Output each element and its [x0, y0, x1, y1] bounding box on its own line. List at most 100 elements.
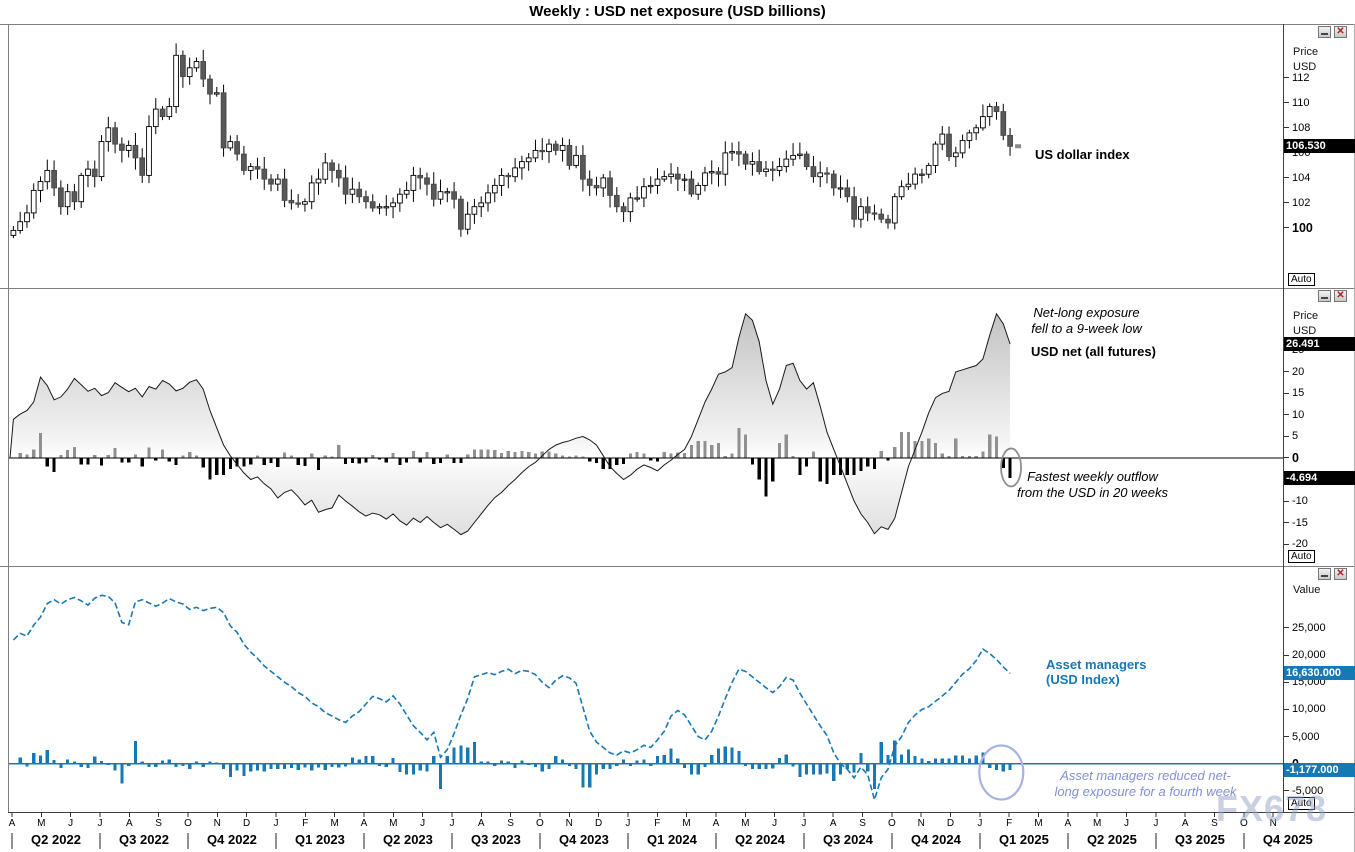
axis-tick: 112 — [1284, 72, 1310, 84]
last-price-label: 106.530 — [1284, 139, 1355, 153]
month-label: J — [273, 818, 279, 829]
usd-net-series-label: USD net (all futures) — [1031, 344, 1156, 359]
month-label: F — [654, 818, 661, 829]
quarter-label: Q2 2022 — [31, 832, 81, 847]
tick-mark — [1284, 435, 1289, 437]
month-label: A — [8, 818, 16, 829]
month-label: M — [37, 818, 46, 829]
tick-mark — [1284, 500, 1289, 502]
axis-tick: 102 — [1284, 197, 1310, 209]
auto-scale-button[interactable]: Auto — [1288, 273, 1315, 286]
axis-tick: 15 — [1284, 387, 1304, 399]
quarter-label: Q3 2025 — [1174, 832, 1225, 847]
tick-mark — [1284, 227, 1289, 229]
panel3-window-controls: ✕ — [1318, 568, 1347, 580]
quarter-label: Q3 2022 — [119, 832, 169, 847]
asset-managers-value-label: 16,630.000 — [1284, 666, 1355, 680]
usd-net-chart — [8, 312, 1283, 536]
month-label: J — [420, 818, 426, 829]
auto-scale-button[interactable]: Auto — [1288, 550, 1315, 563]
month-label: O — [888, 818, 896, 829]
month-label: S — [507, 818, 514, 829]
month-label: M — [682, 818, 691, 829]
tick-mark — [1284, 202, 1289, 204]
minimize-icon[interactable] — [1318, 26, 1331, 38]
asset-managers-note: Asset managers reduced net- long exposur… — [1054, 768, 1237, 799]
month-label: A — [125, 818, 133, 829]
month-label: N — [565, 818, 573, 829]
month-label: A — [829, 818, 837, 829]
net-long-annotation: Net-long exposure fell to a 9-week low — [1031, 305, 1142, 336]
tick-mark — [1284, 522, 1289, 524]
close-icon[interactable]: ✕ — [1334, 26, 1347, 38]
month-label: A — [360, 818, 368, 829]
usd-net-line — [9, 312, 1011, 536]
month-label: D — [594, 818, 603, 829]
usd-net-area — [10, 313, 1011, 535]
month-label: O — [1239, 818, 1248, 829]
tick-mark — [1284, 102, 1289, 104]
month-label: J — [977, 818, 983, 829]
tick-mark — [1284, 457, 1289, 459]
month-label: J — [1153, 818, 1159, 829]
tick-mark — [1284, 543, 1289, 545]
candlestick-series — [10, 43, 1022, 239]
month-label: S — [155, 818, 162, 829]
panel1-axis-title: Price USD — [1293, 46, 1319, 73]
month-label: J — [772, 818, 778, 829]
month-label: N — [1269, 818, 1277, 829]
axis-tick: -15 — [1284, 517, 1308, 529]
month-label: J — [1124, 818, 1130, 829]
axis-tick: 25,000 — [1284, 622, 1326, 634]
month-label: N — [917, 818, 925, 829]
close-icon[interactable]: ✕ — [1334, 568, 1347, 580]
quarter-label: Q4 2023 — [558, 832, 609, 847]
tick-mark — [1284, 177, 1289, 179]
quarter-label: Q2 2024 — [734, 832, 785, 847]
minimize-icon[interactable] — [1318, 290, 1331, 302]
tick-mark — [1284, 736, 1289, 738]
panel2-window-controls: ✕ — [1318, 290, 1347, 302]
axis-tick: -10 — [1284, 495, 1308, 507]
close-icon[interactable]: ✕ — [1334, 290, 1347, 302]
axis-tick: 100 — [1284, 221, 1313, 235]
asset-managers-circle-annotation — [978, 744, 1025, 801]
auto-scale-button[interactable]: Auto — [1288, 797, 1315, 810]
panel2-axis-title: Price USD — [1293, 310, 1319, 337]
axis-tick: 20,000 — [1284, 649, 1326, 661]
month-label: S — [859, 818, 866, 829]
quarter-label: Q2 2023 — [383, 832, 433, 847]
quarter-label: Q4 2022 — [207, 832, 257, 847]
axis-tick: 10 — [1284, 409, 1304, 421]
quarter-label: Q3 2024 — [822, 832, 873, 847]
tick-mark — [1284, 681, 1289, 683]
month-label: F — [302, 818, 309, 829]
outflow-circle-annotation — [1000, 447, 1022, 488]
minimize-icon[interactable] — [1318, 568, 1331, 580]
chart-title: Weekly : USD net exposure (USD billions) — [529, 3, 826, 20]
quarter-label: Q3 2023 — [471, 832, 521, 847]
month-label: D — [243, 818, 251, 829]
month-label: J — [68, 818, 74, 829]
panel1-window-controls: ✕ — [1318, 26, 1347, 38]
month-label: O — [184, 818, 192, 829]
axis-tick: -20 — [1284, 538, 1308, 550]
month-label: A — [712, 818, 720, 829]
month-label: S — [1211, 818, 1218, 829]
month-label: M — [389, 818, 398, 829]
asset-managers-change-label: -1,177.000 — [1284, 763, 1355, 777]
panel3-axis-title: Value — [1293, 584, 1321, 596]
axis-tick: 108 — [1284, 122, 1310, 134]
usd-net-value-label: 26.491 — [1284, 337, 1355, 351]
month-label: M — [1034, 818, 1043, 829]
month-label: A — [1064, 818, 1072, 829]
asset-managers-chart — [8, 594, 1283, 803]
quarter-label: Q1 2023 — [295, 832, 345, 847]
month-label: O — [536, 818, 544, 829]
month-label: N — [213, 818, 221, 829]
fx678-watermark: FX678 — [1216, 788, 1328, 829]
tick-mark — [1284, 627, 1289, 629]
quarter-label: Q4 2025 — [1262, 832, 1313, 847]
